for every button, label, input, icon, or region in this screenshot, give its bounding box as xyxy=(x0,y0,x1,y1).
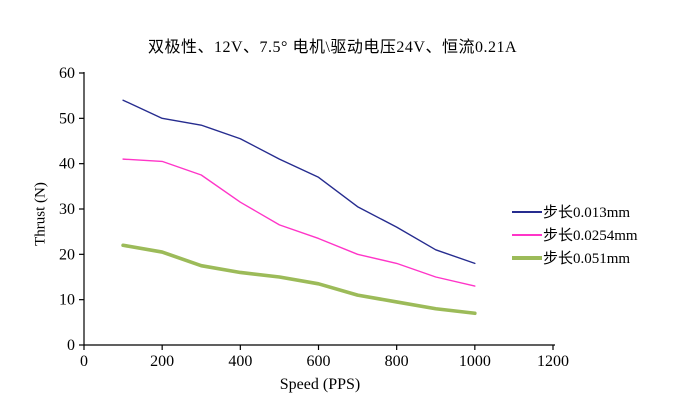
legend-label: 步长0.013mm xyxy=(543,205,631,221)
y-tick-label: 30 xyxy=(59,201,75,218)
series-line-3 xyxy=(121,243,477,316)
legend-item-3: 步长0.051mm xyxy=(512,246,638,269)
y-axis-label: Thrust (N) xyxy=(32,182,49,246)
y-tick-label: 20 xyxy=(59,246,75,263)
y-tick-label: 0 xyxy=(67,337,75,354)
legend-item-1: 步长0.013mm xyxy=(512,200,638,223)
y-tick-label: 60 xyxy=(59,65,75,82)
x-tick-label: 1000 xyxy=(459,353,491,370)
legend: 步长0.013mm 步长0.0254mm 步长0.051mm xyxy=(512,200,638,269)
x-tick-label: 1200 xyxy=(537,353,569,370)
chart-title: 双极性、12V、7.5° 电机\驱动电压24V、恒流0.21A xyxy=(147,39,517,56)
series-line-1 xyxy=(122,99,476,265)
y-tick-label: 10 xyxy=(59,292,75,309)
legend-label: 步长0.051mm xyxy=(543,251,631,267)
legend-line-sample xyxy=(512,233,542,236)
y-tick-label: 50 xyxy=(59,110,75,127)
x-tick-label: 0 xyxy=(80,353,88,370)
legend-line-sample xyxy=(512,255,542,260)
y-tick-label: 40 xyxy=(59,156,75,173)
x-tick-label: 800 xyxy=(385,353,409,370)
legend-label: 步长0.0254mm xyxy=(543,228,638,244)
x-tick-label: 400 xyxy=(228,353,252,370)
legend-item-2: 步长0.0254mm xyxy=(512,223,638,246)
axes xyxy=(83,72,555,346)
x-tick-label: 600 xyxy=(307,353,331,370)
series-line-2 xyxy=(122,158,476,287)
x-axis-label: Speed (PPS) xyxy=(279,376,361,393)
x-tick-label: 200 xyxy=(150,353,174,370)
legend-line-sample xyxy=(512,210,542,213)
